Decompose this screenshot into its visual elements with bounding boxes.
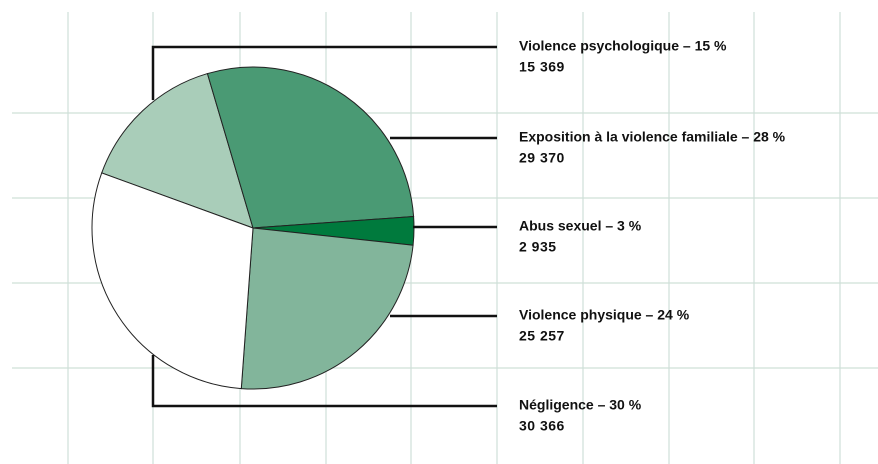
slice-label: Violence physique – 24 %	[519, 307, 690, 323]
value-label: 2 935	[519, 239, 557, 255]
leader-line	[151, 355, 497, 408]
slice-label: Abus sexuel – 3 %	[519, 218, 642, 234]
value-label: 15 369	[519, 59, 565, 75]
value-label: 30 366	[519, 418, 565, 434]
pie-slice	[240, 227, 414, 390]
pie-slice	[91, 172, 254, 390]
leader-line	[151, 45, 497, 100]
slice-label: Exposition à la violence familiale – 28 …	[519, 129, 786, 145]
value-label: 29 370	[519, 150, 565, 166]
pie-slice	[206, 66, 415, 229]
value-label: 25 257	[519, 328, 565, 344]
slice-label: Négligence – 30 %	[519, 397, 642, 413]
slice-label: Violence psychologique – 15 %	[519, 38, 727, 54]
pie-slice	[101, 72, 254, 229]
